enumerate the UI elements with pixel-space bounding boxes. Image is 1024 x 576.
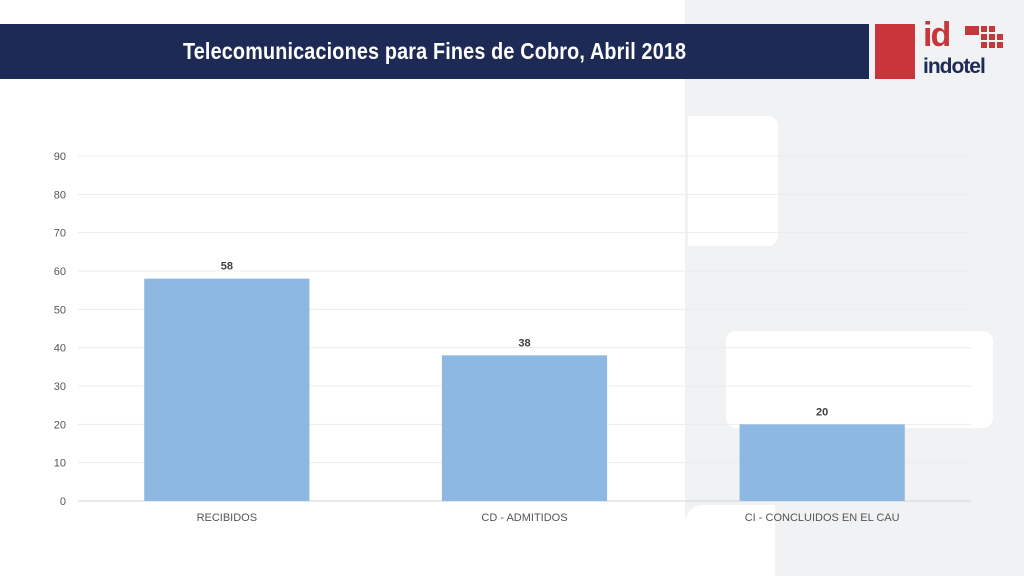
y-tick-label: 30 (54, 381, 66, 393)
indotel-logo: id indotel (921, 16, 1003, 82)
y-tick-label: 10 (54, 458, 66, 470)
data-label: 20 (816, 406, 828, 418)
y-tick-label: 50 (54, 304, 66, 316)
y-tick-label: 70 (54, 228, 66, 240)
logo-mark: id (923, 16, 951, 54)
x-tick-label: CI - CONCLUIDOS EN EL CAU (745, 512, 900, 524)
data-label: 38 (518, 337, 530, 349)
logo-grid-icon (965, 26, 1003, 48)
chart-bars (144, 278, 905, 501)
bar (144, 278, 310, 501)
y-tick-label: 40 (54, 343, 66, 355)
y-tick-label: 0 (60, 496, 66, 508)
logo-wordmark: indotel (923, 55, 986, 78)
y-tick-label: 60 (54, 266, 66, 278)
data-label: 58 (221, 261, 233, 273)
y-tick-label: 90 (54, 151, 66, 163)
title-bar: Telecomunicaciones para Fines de Cobro, … (0, 24, 869, 79)
x-tick-label: RECIBIDOS (197, 512, 258, 524)
y-axis: 0 10 20 30 40 50 60 70 80 90 (54, 151, 66, 508)
y-tick-label: 80 (54, 189, 66, 201)
x-tick-label: CD - ADMITIDOS (481, 512, 567, 524)
bar (441, 355, 608, 501)
logo-red-block (875, 24, 915, 79)
bar (739, 424, 905, 501)
background-cutout (688, 116, 778, 246)
chart-data-labels: 58 38 20 (221, 261, 829, 419)
background-cutout (685, 505, 775, 576)
y-tick-label: 20 (54, 419, 66, 431)
page-title: Telecomunicaciones para Fines de Cobro, … (182, 38, 687, 64)
x-axis: RECIBIDOS CD - ADMITIDOS CI - CONCLUIDOS E… (197, 512, 900, 524)
